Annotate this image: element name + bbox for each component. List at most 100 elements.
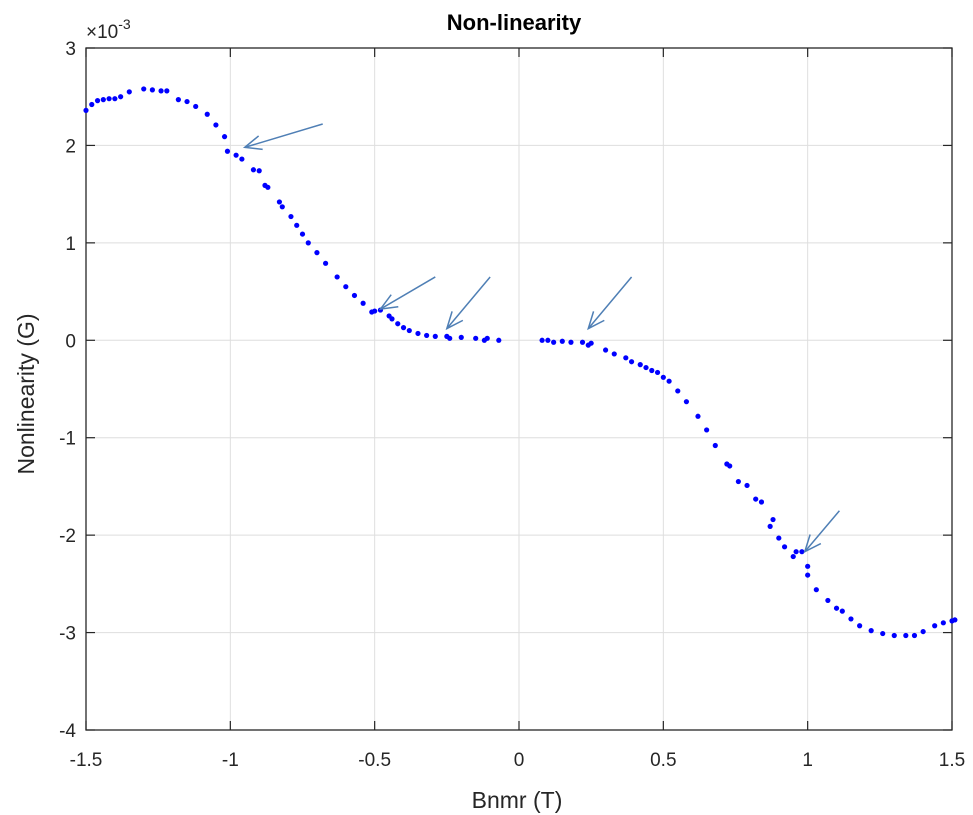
data-point [643, 364, 649, 371]
y-tick-label: -1 [59, 429, 76, 450]
data-point [559, 338, 565, 344]
data-point [94, 98, 101, 104]
data-point [224, 148, 231, 154]
data-point [712, 442, 718, 449]
data-point [805, 572, 811, 578]
data-point [654, 369, 661, 376]
data-point [432, 333, 438, 339]
data-point [221, 134, 228, 140]
data-point [623, 355, 629, 361]
data-point [343, 284, 349, 290]
data-point [891, 632, 897, 639]
data-point [400, 325, 407, 331]
data-point [334, 274, 340, 280]
y-exponent-power: -3 [118, 16, 131, 32]
data-point [351, 292, 358, 299]
y-axis-exponent: ×10-3 [86, 16, 131, 43]
data-point [660, 374, 666, 380]
data-point [89, 101, 95, 108]
data-point [83, 107, 89, 113]
data-point [683, 399, 690, 405]
data-point [753, 496, 759, 502]
data-point [184, 98, 190, 105]
data-point [458, 334, 464, 340]
data-point [848, 616, 854, 622]
x-tick-label: -0.5 [358, 750, 391, 771]
data-point [204, 111, 210, 117]
data-point [294, 222, 300, 228]
y-tick-label: -3 [59, 624, 76, 645]
data-point [406, 327, 412, 334]
data-point [781, 544, 788, 550]
grid-lines [85, 47, 953, 731]
data-point [447, 335, 453, 341]
data-point [158, 88, 164, 94]
x-tick-labels: -1.5 -1 -0.5 0 0.5 1 1.5 [70, 750, 966, 771]
data-point [903, 632, 909, 639]
annotation-arrow [378, 276, 436, 311]
data-point [360, 300, 366, 306]
data-point [825, 597, 831, 604]
x-tick-label: 1 [802, 750, 813, 771]
data-point [496, 337, 502, 343]
y-tick-label: 1 [65, 234, 76, 255]
data-point [112, 96, 118, 102]
y-tick-label: -4 [59, 721, 76, 742]
data-point [790, 553, 796, 560]
data-point [175, 97, 181, 103]
data-point [880, 630, 886, 637]
data-point [727, 463, 733, 469]
data-point [395, 321, 401, 327]
data-point [256, 168, 262, 174]
data-point [805, 563, 811, 569]
data-point [389, 316, 395, 322]
x-axis-label: Bnmr (T) [472, 787, 563, 813]
data-point [793, 549, 799, 555]
data-point [305, 240, 311, 246]
data-point [279, 204, 285, 210]
data-point [833, 605, 840, 611]
data-points [83, 86, 958, 639]
data-point [141, 86, 147, 92]
data-point [118, 94, 124, 100]
data-point [314, 250, 320, 256]
data-point [776, 535, 782, 541]
data-point [588, 340, 594, 346]
data-point [813, 587, 819, 593]
annotation-arrow [803, 510, 840, 554]
data-point [193, 103, 199, 110]
x-tick-label: 1.5 [939, 750, 965, 771]
data-point [164, 88, 170, 94]
data-point [106, 96, 112, 102]
data-point [579, 339, 586, 345]
data-point [213, 122, 219, 128]
data-point [799, 549, 805, 555]
data-point [940, 620, 946, 626]
data-point [770, 516, 776, 523]
annotation-arrow [242, 123, 323, 151]
y-axis-label: Nonlinearity (G) [13, 313, 39, 474]
x-tick-label: -1.5 [70, 750, 103, 771]
y-tick-label: 3 [65, 39, 76, 60]
x-tick-label: -1 [222, 750, 239, 771]
data-point [372, 308, 378, 314]
data-point [735, 478, 741, 485]
data-point [233, 152, 239, 158]
y-tick-label: 2 [65, 136, 76, 157]
chart-title: Non-linearity [447, 10, 582, 35]
data-point [649, 367, 655, 374]
data-point [675, 388, 681, 394]
annotation-arrow [587, 276, 633, 331]
y-tick-labels: -4 -3 -2 -1 0 1 2 3 [59, 39, 76, 742]
data-point [415, 330, 421, 337]
data-point [288, 213, 294, 220]
data-point [126, 89, 132, 95]
data-point [424, 332, 430, 339]
data-point [952, 617, 958, 623]
data-point [239, 156, 245, 162]
data-point [568, 339, 574, 345]
data-point [551, 339, 557, 345]
data-point [695, 413, 701, 419]
